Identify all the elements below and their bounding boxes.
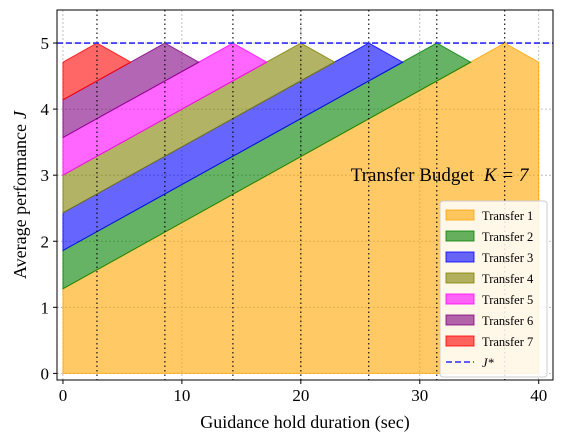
legend-frame: [439, 200, 548, 378]
annotation-math: K = 7: [483, 165, 530, 186]
annotation-text: Transfer Budget: [351, 165, 475, 186]
legend-swatch: [445, 314, 475, 326]
vertical-markers: [96, 10, 506, 380]
y-axis-label: Average performance J: [10, 110, 30, 279]
y-tick-label: 0: [41, 364, 50, 383]
legend-swatch: [445, 230, 475, 242]
x-tick-label: 0: [59, 386, 68, 405]
legend-label: Transfer 7: [482, 335, 533, 349]
legend-swatch: [445, 251, 475, 263]
y-axis-label-symbol: J: [10, 110, 30, 119]
legend-label: Transfer 2: [482, 230, 533, 244]
legend-label: Transfer 4: [482, 272, 534, 286]
y-tick-label: 2: [41, 232, 50, 251]
x-tick-label: 30: [411, 386, 428, 405]
y-axis-label-text: Average performance: [10, 124, 30, 279]
legend-label: Transfer 3: [482, 251, 533, 265]
legend-label: Transfer 5: [482, 293, 533, 307]
y-tick-label: 3: [41, 166, 50, 185]
area-transfer-7: [62, 42, 132, 101]
x-tick-label: 40: [530, 386, 547, 405]
legend: Transfer 1 Transfer 2 Transfer 3 Transfer 4…: [439, 200, 548, 378]
legend-label: Transfer 6: [482, 314, 533, 328]
legend-swatch: [445, 293, 475, 305]
x-tick-label: 20: [292, 386, 309, 405]
legend-label-reference: J*: [482, 356, 495, 370]
x-axis-label: Guidance hold duration (sec): [200, 412, 409, 433]
x-tick-label: 10: [173, 386, 190, 405]
legend-label: Transfer 1: [482, 209, 533, 223]
legend-swatch: [445, 335, 475, 347]
plot-frame: [56, 9, 554, 381]
y-tick-label: 4: [41, 100, 50, 119]
y-tick-label: 5: [41, 34, 50, 53]
legend-swatch: [445, 272, 475, 284]
ticks: 0 10 20 30 40 0 1 2 3 4 5: [41, 34, 548, 405]
legend-swatch: [445, 209, 475, 221]
annotation: Transfer Budget K = 7: [351, 165, 530, 186]
y-tick-label: 1: [41, 298, 50, 317]
